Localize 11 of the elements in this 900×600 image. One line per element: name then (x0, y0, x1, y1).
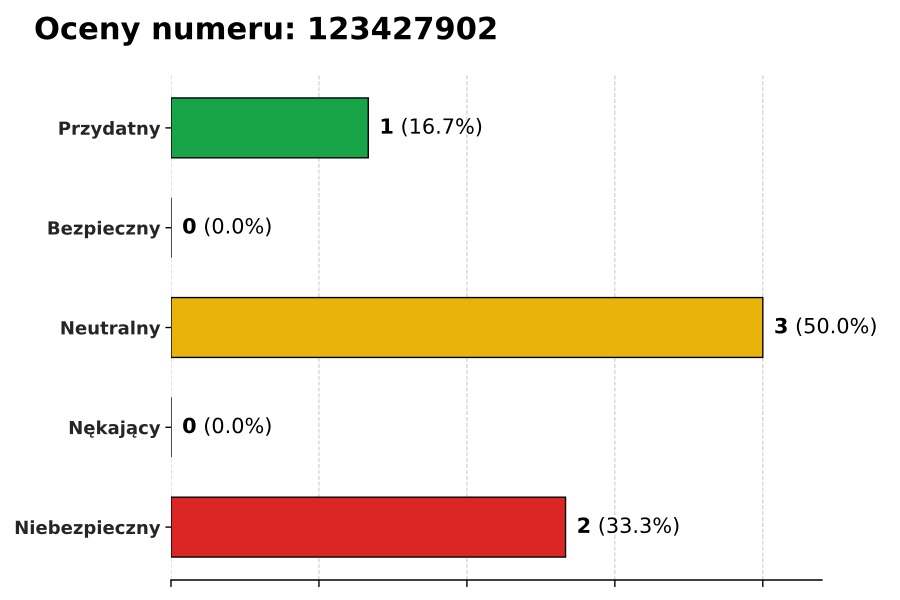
data-label: 0 (0.0%) (183, 417, 271, 436)
data-label: 3 (50.0%) (775, 317, 876, 336)
y-tick-label: Neutralny (62, 320, 160, 338)
data-label: 2 (33.3%) (578, 517, 678, 536)
data-label: 1 (16.7%) (382, 118, 482, 136)
y-tick-label: Przydatny (59, 121, 160, 139)
chart-title: Oceny numeru: 123427902 (36, 16, 496, 46)
y-tick-label: Nękający (70, 420, 160, 438)
y-tick-label: Bezpieczny (48, 220, 160, 238)
data-label: 0 (0.0%) (183, 218, 271, 236)
y-tick-label: Niebezpieczny (16, 520, 160, 538)
